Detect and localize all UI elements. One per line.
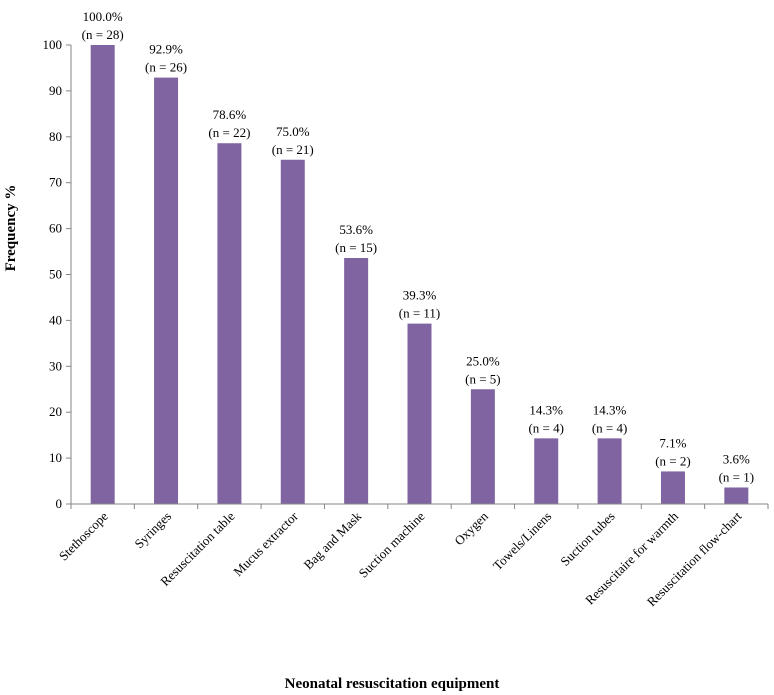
bar	[597, 438, 622, 504]
bar-percent-label: 75.0%	[276, 124, 310, 139]
category-label: Stethoscope	[56, 508, 111, 563]
category-label: Syringes	[131, 509, 174, 552]
bar-count-label: (n = 2)	[655, 453, 691, 468]
y-tick-label: 100	[43, 37, 63, 52]
category-label: Suction machine	[355, 508, 427, 580]
category-label: Oxygen	[451, 508, 491, 548]
bar-count-label: (n = 28)	[82, 27, 124, 42]
bar	[344, 257, 369, 504]
y-tick-label: 90	[49, 83, 62, 98]
bar-count-label: (n = 1)	[719, 469, 755, 484]
y-tick-label: 30	[49, 358, 62, 373]
category-label: Towels/Linens	[490, 509, 555, 574]
bar-percent-label: 53.6%	[339, 222, 373, 237]
y-axis: 0 10 20 30 40 50 60 70 80 90 100	[43, 37, 72, 511]
y-tick-label: 70	[49, 175, 62, 190]
bar-percent-label: 14.3%	[593, 402, 627, 417]
bar-percent-label: 25.0%	[466, 353, 500, 368]
bar	[90, 45, 115, 504]
bar-percent-label: 78.6%	[213, 107, 247, 122]
bar	[534, 438, 559, 504]
bar	[660, 471, 685, 504]
bar-percent-label: 100.0%	[83, 9, 123, 24]
bar-percent-label: 14.3%	[529, 402, 563, 417]
y-axis-title: Frequency %	[3, 185, 19, 272]
bar-count-label: (n = 26)	[145, 60, 187, 75]
y-tick-label: 40	[49, 312, 62, 327]
bar-percent-label: 3.6%	[723, 451, 750, 466]
bars	[90, 45, 749, 505]
bar-count-label: (n = 11)	[399, 306, 441, 321]
bar	[470, 389, 495, 504]
bar	[280, 159, 305, 504]
bar	[724, 487, 749, 504]
bar-count-label: (n = 4)	[528, 420, 564, 435]
bar	[407, 323, 432, 504]
y-tick-label: 60	[49, 221, 62, 236]
category-label: Bag and Mask	[301, 508, 365, 572]
bar-count-label: (n = 4)	[592, 420, 628, 435]
bar-count-label: (n = 22)	[208, 125, 250, 140]
bar-count-label: (n = 5)	[465, 371, 501, 386]
bar-count-label: (n = 21)	[272, 142, 314, 157]
y-tick-label: 0	[56, 496, 63, 511]
bar	[154, 77, 179, 505]
y-tick-label: 50	[49, 267, 62, 282]
y-tick-label: 80	[49, 129, 62, 144]
y-tick-label: 10	[49, 450, 62, 465]
bar-percent-label: 7.1%	[659, 435, 686, 450]
bar-percent-label: 39.3%	[403, 288, 437, 303]
bar-count-label: (n = 15)	[335, 240, 377, 255]
y-tick-label: 20	[49, 404, 62, 419]
data-labels: 100.0% (n = 28) 92.9% (n = 26) 78.6% (n = 22)…	[82, 9, 754, 484]
x-axis-title: Neonatal resuscitation equipment	[285, 676, 500, 692]
category-label: Suction tubes	[557, 509, 617, 569]
bar	[217, 143, 242, 504]
bar-percent-label: 92.9%	[149, 42, 183, 57]
category-label: Mucus extractor	[230, 508, 301, 579]
